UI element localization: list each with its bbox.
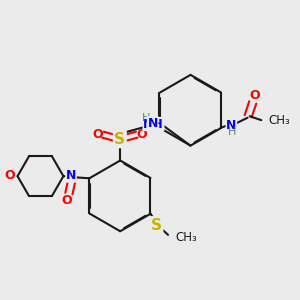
- Text: CH₃: CH₃: [269, 114, 290, 127]
- Text: N: N: [66, 169, 76, 182]
- Text: H: H: [142, 113, 150, 123]
- Text: N: N: [226, 119, 236, 132]
- Text: O: O: [61, 194, 72, 207]
- Text: H: H: [228, 127, 236, 137]
- Text: NH: NH: [143, 118, 164, 130]
- Text: O: O: [92, 128, 103, 141]
- Text: S: S: [151, 218, 162, 232]
- Text: O: O: [4, 169, 15, 182]
- Text: N: N: [147, 117, 158, 130]
- Text: S: S: [114, 132, 125, 147]
- Text: CH₃: CH₃: [176, 231, 197, 244]
- Text: O: O: [137, 128, 148, 141]
- Text: O: O: [249, 89, 260, 102]
